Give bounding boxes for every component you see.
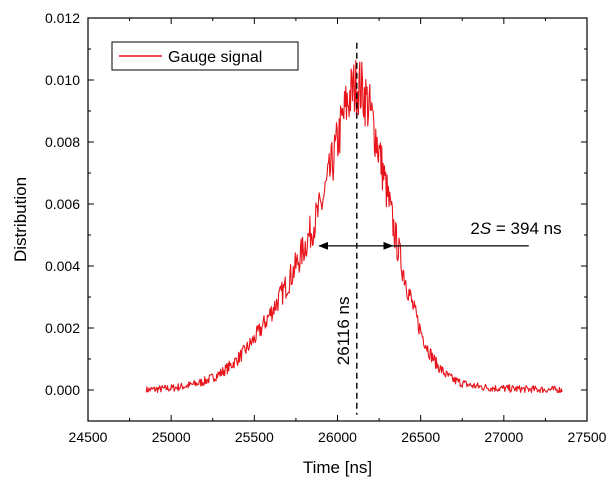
y-axis-title: Distribution bbox=[11, 177, 30, 262]
legend-label-gauge-signal: Gauge signal bbox=[168, 49, 262, 66]
series-line-gauge-signal bbox=[145, 59, 563, 394]
x-axis-title: Time [ns] bbox=[303, 458, 372, 477]
legend: Gauge signal bbox=[111, 41, 299, 71]
x-tick-label: 26000 bbox=[318, 429, 357, 445]
x-tick-label: 27500 bbox=[568, 429, 607, 445]
x-tick-label: 25000 bbox=[152, 429, 191, 445]
center-time-label: 26116 ns bbox=[334, 296, 353, 365]
x-axis-ticks: 24500 25000 25500 26000 26500 27000 27500 bbox=[69, 18, 607, 445]
y-tick-label: 0.008 bbox=[45, 134, 80, 150]
x-tick-label: 25500 bbox=[235, 429, 274, 445]
y-tick-label: 0.012 bbox=[45, 10, 80, 26]
y-axis-ticks: 0.000 0.002 0.004 0.006 0.008 0.010 0.012 bbox=[45, 10, 587, 398]
width-annotation-label: 2S = 394 ns bbox=[470, 219, 561, 238]
x-tick-label: 24500 bbox=[69, 429, 108, 445]
y-tick-label: 0.002 bbox=[45, 320, 80, 336]
y-tick-label: 0.006 bbox=[45, 196, 80, 212]
x-tick-label: 27000 bbox=[484, 429, 523, 445]
y-tick-label: 0.010 bbox=[45, 72, 80, 88]
x-tick-label: 26500 bbox=[401, 429, 440, 445]
y-tick-label: 0.004 bbox=[45, 258, 80, 274]
y-tick-label: 0.000 bbox=[45, 382, 80, 398]
